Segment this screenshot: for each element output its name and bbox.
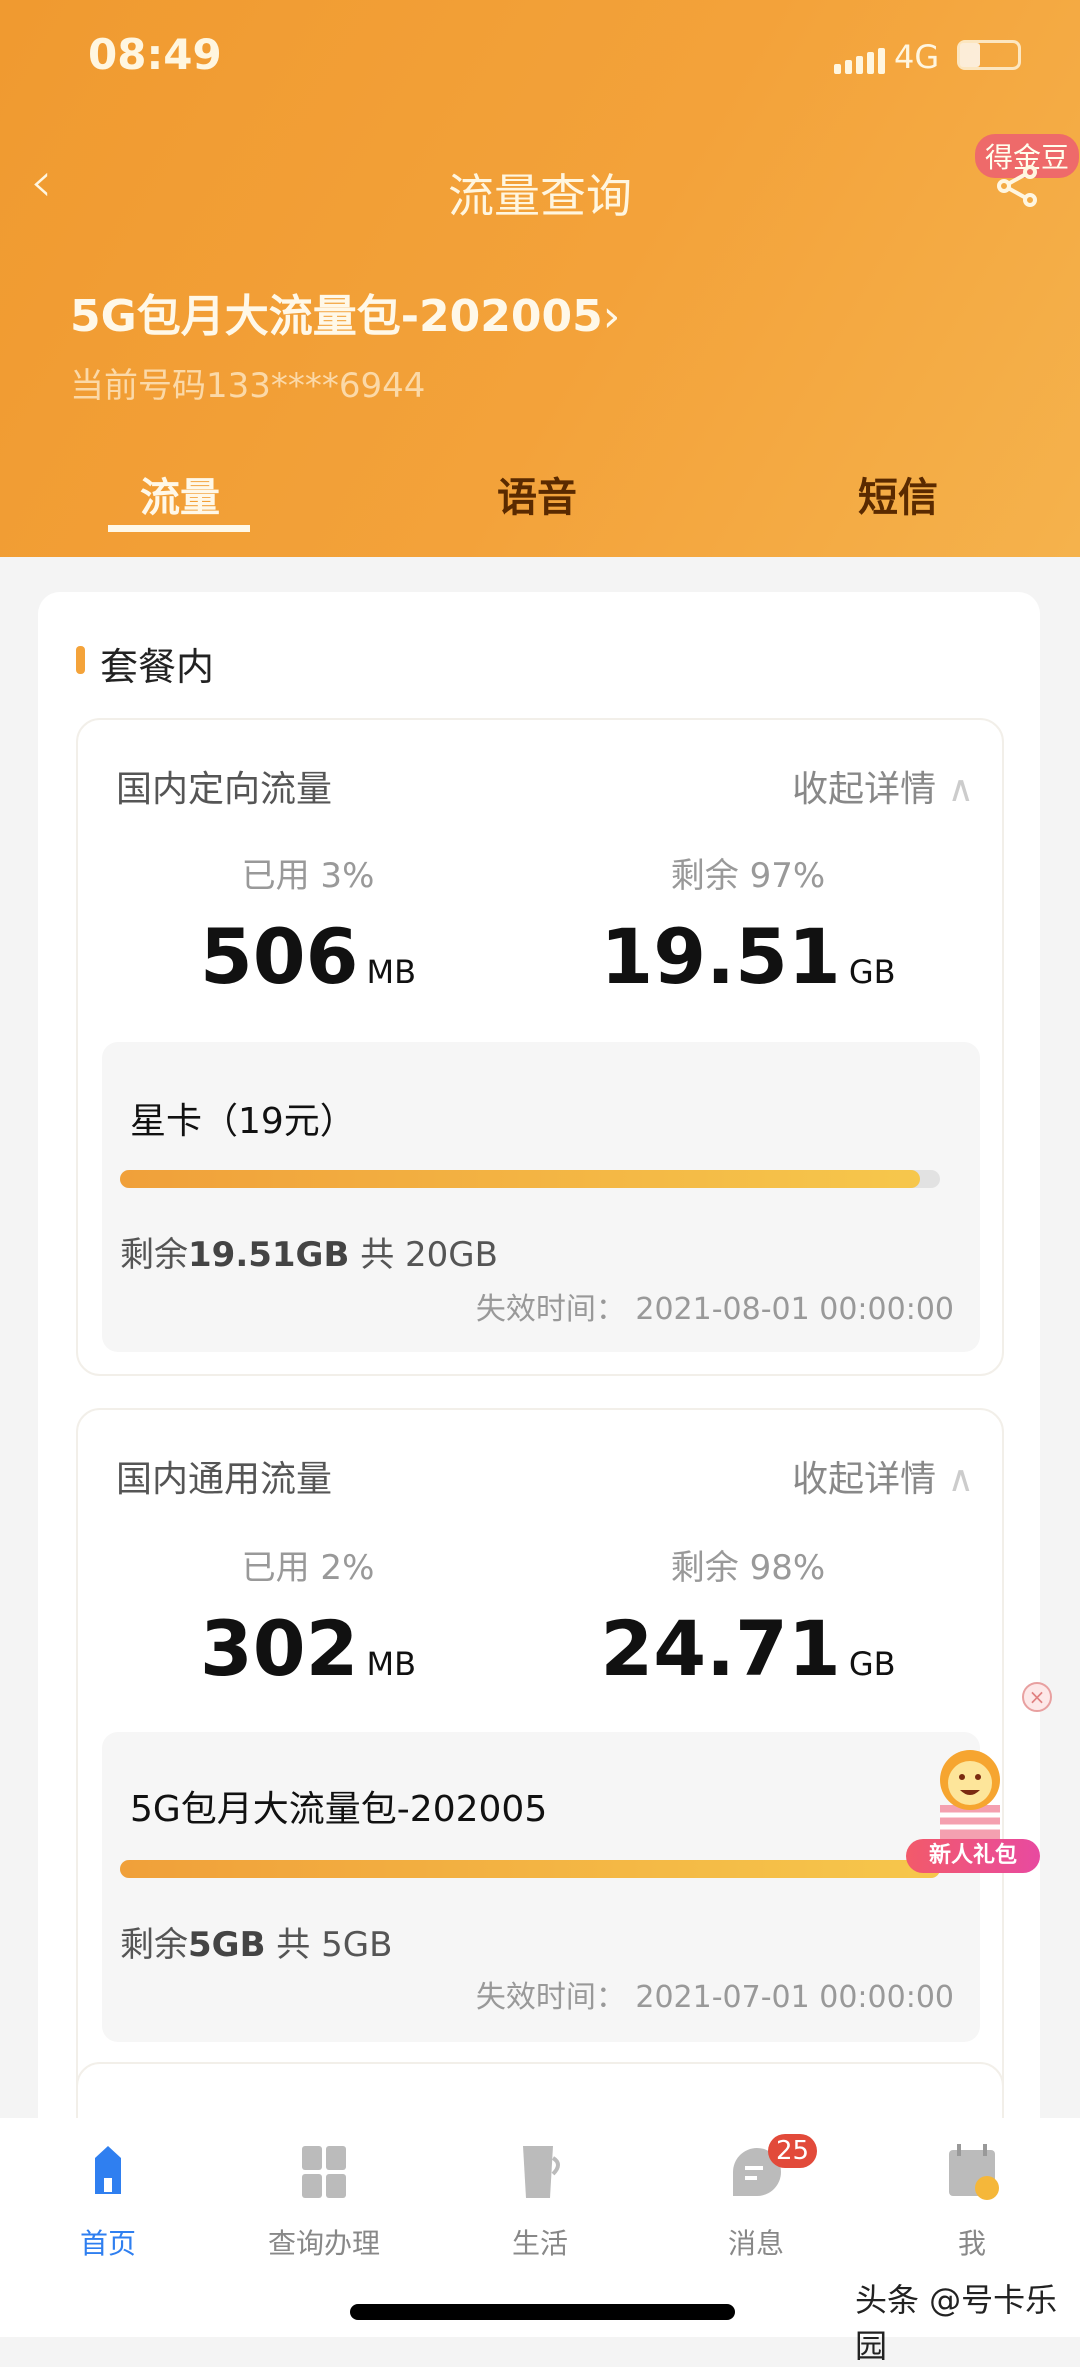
chevron-right-icon: › xyxy=(602,291,621,342)
progress-fill xyxy=(120,1170,920,1188)
nav-query[interactable]: 查询办理 xyxy=(216,2138,432,2262)
new-user-gift-popup[interactable]: 新人礼包 xyxy=(900,1735,1040,1875)
used-label: 已用 2% xyxy=(241,1548,375,1588)
nav-me[interactable]: 我 xyxy=(864,2138,1080,2262)
section-title: 套餐内 xyxy=(100,645,215,689)
collapse-details-button[interactable]: 收起详情 ∧ xyxy=(792,760,974,812)
header xyxy=(0,0,1080,557)
share-icon[interactable] xyxy=(996,164,1040,212)
status-time: 08:49 xyxy=(88,30,222,79)
expiry-time: 失效时间： 2021-07-01 00:00:00 xyxy=(475,1980,954,2015)
remain-label: 剩余 98% xyxy=(670,1548,826,1588)
calendar-sign-icon xyxy=(937,2138,1007,2208)
back-button[interactable]: ‹ xyxy=(30,150,53,215)
chevron-up-icon: ∧ xyxy=(947,1459,974,1500)
collapse-details-button[interactable]: 收起详情 ∧ xyxy=(792,1450,974,1502)
card-title: 国内定向流量 xyxy=(116,769,333,810)
remain-summary: 剩余5GB 共 5GB xyxy=(120,1925,393,1965)
network-type: 4G xyxy=(894,38,940,76)
remain-value: 24.71 GB xyxy=(600,1604,896,1693)
tab-voice[interactable]: 语音 xyxy=(497,475,577,521)
signal-icon xyxy=(834,48,885,74)
gift-label: 新人礼包 xyxy=(906,1839,1040,1873)
nav-label: 首页 xyxy=(79,2227,136,2260)
nav-life[interactable]: 生活 xyxy=(432,2138,648,2262)
package-box: 星卡（19元） 剩余19.51GB 共 20GB 失效时间： 2021-08-0… xyxy=(102,1042,980,1352)
expiry-time: 失效时间： 2021-08-01 00:00:00 xyxy=(475,1292,954,1327)
collapse-label: 收起详情 xyxy=(792,1459,937,1500)
package-name: 5G包月大流量包-202005 xyxy=(130,1789,548,1830)
remain-label: 剩余 97% xyxy=(670,856,826,896)
progress-fill xyxy=(120,1860,940,1878)
nav-label: 生活 xyxy=(511,2227,568,2260)
nav-label: 消息 xyxy=(727,2227,784,2260)
remain-value: 19.51 GB xyxy=(600,912,896,1001)
chevron-up-icon: ∧ xyxy=(947,769,974,810)
cup-icon xyxy=(505,2138,575,2208)
plan-name: 5G包月大流量包-202005 xyxy=(70,291,603,342)
nav-messages[interactable]: 消息 xyxy=(648,2138,864,2262)
package-box: 5G包月大流量包-202005 剩余5GB 共 5GB 失效时间： 2021-0… xyxy=(102,1732,980,2042)
grid-icon xyxy=(289,2138,359,2208)
card-title: 国内通用流量 xyxy=(116,1459,333,1500)
section-marker xyxy=(76,646,85,674)
watermark: 头条 @号卡乐园 xyxy=(855,2281,1058,2365)
current-phone: 当前号码133****6944 xyxy=(70,366,426,406)
usage-card-general: 国内通用流量 收起详情 ∧ 已用 2% 剩余 98% 302 MB 24.71 GB… xyxy=(76,1408,1004,2108)
home-icon xyxy=(73,2138,143,2208)
tab-indicator xyxy=(108,525,250,532)
collapse-label: 收起详情 xyxy=(792,769,937,810)
message-icon xyxy=(721,2138,791,2208)
page-title: 流量查询 xyxy=(448,169,632,223)
nav-home[interactable]: 首页 xyxy=(0,2138,216,2262)
message-count-badge: 25 xyxy=(768,2134,818,2168)
tab-sms[interactable]: 短信 xyxy=(858,475,938,521)
plan-selector[interactable]: 5G包月大流量包-202005› xyxy=(70,280,620,344)
popup-close-button[interactable]: × xyxy=(1022,1682,1052,1712)
used-value: 302 MB xyxy=(199,1604,417,1693)
used-value: 506 MB xyxy=(199,912,417,1001)
nav-label: 我 xyxy=(957,2227,986,2260)
package-name: 星卡（19元） xyxy=(130,1101,356,1142)
usage-card-directed: 国内定向流量 收起详情 ∧ 已用 3% 剩余 97% 506 MB 19.51 GB… xyxy=(76,718,1004,1376)
tab-data[interactable]: 流量 xyxy=(140,475,220,521)
home-indicator[interactable] xyxy=(350,2304,735,2320)
remain-summary: 剩余19.51GB 共 20GB xyxy=(120,1235,498,1275)
battery-icon xyxy=(957,40,1021,70)
used-label: 已用 3% xyxy=(241,856,375,896)
progress-bar xyxy=(120,1170,940,1188)
bottom-nav: 首页 查询办理 生活 消息 我 xyxy=(0,2118,1080,2337)
progress-bar xyxy=(120,1860,940,1878)
nav-label: 查询办理 xyxy=(267,2227,380,2260)
